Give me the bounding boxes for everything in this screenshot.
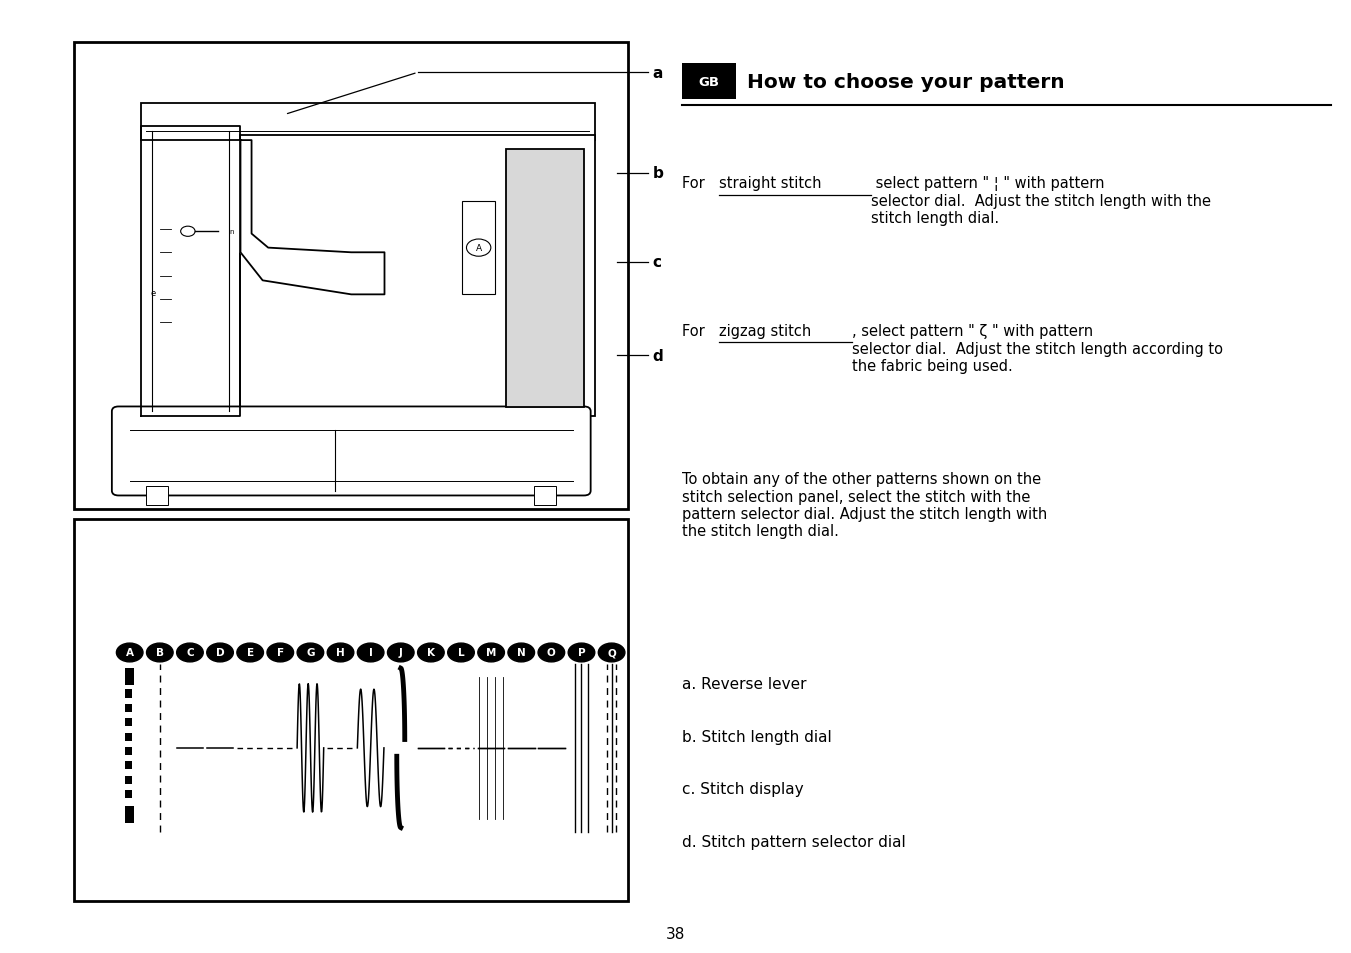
Circle shape — [447, 643, 474, 662]
Bar — [141, 104, 594, 141]
Text: L: L — [458, 648, 465, 658]
Text: , select pattern " ζ " with pattern
selector dial.  Adjust the stitch length acc: , select pattern " ζ " with pattern sele… — [852, 324, 1224, 374]
FancyBboxPatch shape — [112, 407, 590, 496]
Text: e: e — [151, 288, 157, 297]
Text: H: H — [336, 648, 345, 658]
Text: J: J — [399, 648, 403, 658]
Circle shape — [327, 643, 354, 662]
Text: n: n — [230, 229, 234, 235]
Circle shape — [358, 643, 384, 662]
Bar — [126, 690, 132, 698]
Text: b. Stitch length dial: b. Stitch length dial — [682, 729, 832, 744]
Text: E: E — [247, 648, 254, 658]
Text: A: A — [126, 648, 134, 658]
Circle shape — [177, 643, 203, 662]
Text: d: d — [653, 348, 663, 363]
Bar — [126, 704, 132, 712]
Text: straight stitch: straight stitch — [719, 176, 821, 192]
Text: zigzag stitch: zigzag stitch — [719, 324, 811, 339]
Circle shape — [417, 643, 444, 662]
Circle shape — [388, 643, 413, 662]
Bar — [126, 761, 132, 770]
Circle shape — [297, 643, 324, 662]
Text: GB: GB — [698, 75, 720, 89]
Circle shape — [236, 643, 263, 662]
Bar — [507, 151, 584, 407]
Circle shape — [466, 240, 490, 257]
Bar — [126, 733, 132, 740]
Bar — [146, 486, 169, 505]
Text: A: A — [476, 244, 482, 253]
Circle shape — [116, 643, 143, 662]
Text: O: O — [547, 648, 555, 658]
Circle shape — [181, 227, 195, 237]
Text: M: M — [486, 648, 496, 658]
Polygon shape — [240, 141, 385, 295]
Text: a. Reverse lever: a. Reverse lever — [682, 677, 807, 692]
Circle shape — [267, 643, 293, 662]
Circle shape — [569, 643, 594, 662]
Text: B: B — [155, 648, 163, 658]
Bar — [126, 776, 132, 784]
Circle shape — [538, 643, 565, 662]
Bar — [462, 202, 496, 295]
Text: P: P — [578, 648, 585, 658]
Bar — [74, 519, 628, 901]
Text: G: G — [307, 648, 315, 658]
Text: D: D — [216, 648, 224, 658]
Circle shape — [508, 643, 535, 662]
Bar — [682, 64, 736, 100]
Bar — [534, 486, 557, 505]
Text: K: K — [427, 648, 435, 658]
Polygon shape — [141, 127, 240, 416]
Circle shape — [146, 643, 173, 662]
Bar — [74, 43, 628, 510]
Text: d. Stitch pattern selector dial: d. Stitch pattern selector dial — [682, 834, 907, 849]
Bar — [240, 136, 594, 416]
Text: For: For — [682, 176, 709, 192]
Bar — [126, 747, 132, 756]
Bar — [126, 806, 134, 823]
Text: 38: 38 — [666, 926, 685, 942]
Text: c: c — [653, 254, 662, 270]
Text: I: I — [369, 648, 373, 658]
Text: C: C — [186, 648, 193, 658]
Circle shape — [598, 643, 626, 662]
Text: F: F — [277, 648, 284, 658]
Text: c. Stitch display: c. Stitch display — [682, 781, 804, 797]
Text: To obtain any of the other patterns shown on the
stitch selection panel, select : To obtain any of the other patterns show… — [682, 472, 1047, 538]
Text: b: b — [653, 166, 663, 181]
Text: a: a — [653, 66, 663, 81]
Text: N: N — [517, 648, 526, 658]
Circle shape — [207, 643, 234, 662]
Bar — [126, 668, 134, 685]
Bar — [126, 790, 132, 799]
Text: select pattern " ¦ " with pattern
selector dial.  Adjust the stitch length with : select pattern " ¦ " with pattern select… — [871, 176, 1212, 226]
Text: How to choose your pattern: How to choose your pattern — [747, 72, 1065, 91]
Text: Q: Q — [607, 648, 616, 658]
Bar — [126, 719, 132, 726]
Text: For: For — [682, 324, 709, 339]
Circle shape — [478, 643, 504, 662]
